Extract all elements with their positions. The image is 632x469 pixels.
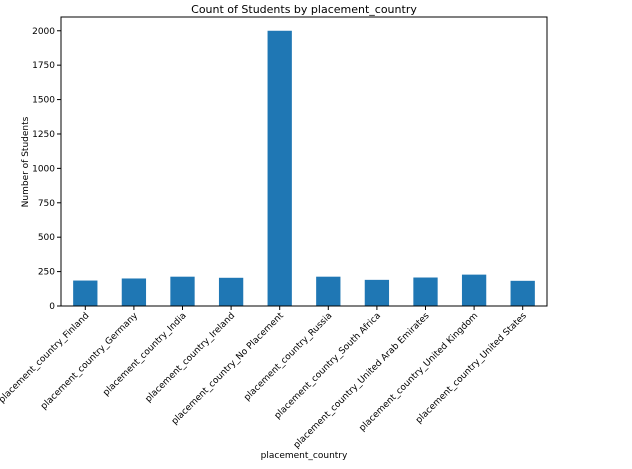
- y-tick-label-2: 500: [38, 233, 55, 243]
- bar-0: [73, 280, 98, 306]
- bar-5: [316, 276, 341, 306]
- plot-frame: [60, 16, 548, 307]
- x-axis-title: placement_country: [261, 451, 348, 461]
- y-tick-label-1: 250: [38, 268, 55, 278]
- y-tick-label-7: 1750: [32, 61, 55, 71]
- bar-8: [461, 274, 487, 306]
- x-tick-label-9: placement_country_United States: [414, 311, 529, 426]
- x-tick-label-2: placement_country_India: [101, 311, 188, 398]
- x-tick-label-5: placement_country_Russia: [242, 311, 334, 403]
- y-tick-label-8: 2000: [32, 27, 55, 37]
- y-tick-label-0: 0: [49, 302, 55, 312]
- y-tick-label-6: 1500: [32, 96, 55, 106]
- bar-2: [170, 276, 195, 306]
- y-axis: 0 250 500 750 1000 1250 1500 1750 2000: [32, 27, 61, 312]
- bar-4: [267, 30, 292, 307]
- bar-7: [413, 277, 438, 306]
- bar-1: [121, 278, 147, 306]
- x-tick-label-6: placement_country_South Africa: [273, 311, 383, 421]
- y-tick-label-5: 1250: [32, 130, 55, 140]
- x-tick-label-0: placement_country_Finland: [0, 311, 91, 405]
- x-tick-label-3: placement_country_Ireland: [144, 311, 238, 405]
- bars-group: [73, 30, 535, 307]
- y-axis-title: Number of Students: [21, 116, 31, 207]
- bar-6: [364, 279, 390, 306]
- bar-3: [218, 277, 244, 306]
- x-tick-label-1: placement_country_Germany: [39, 311, 140, 412]
- y-tick-label-3: 750: [38, 199, 55, 209]
- x-axis: placement_country_Finlandplacement_count…: [0, 306, 529, 451]
- y-tick-label-4: 1000: [32, 164, 55, 174]
- bar-9: [510, 280, 535, 306]
- chart-title: Count of Students by placement_country: [191, 3, 417, 16]
